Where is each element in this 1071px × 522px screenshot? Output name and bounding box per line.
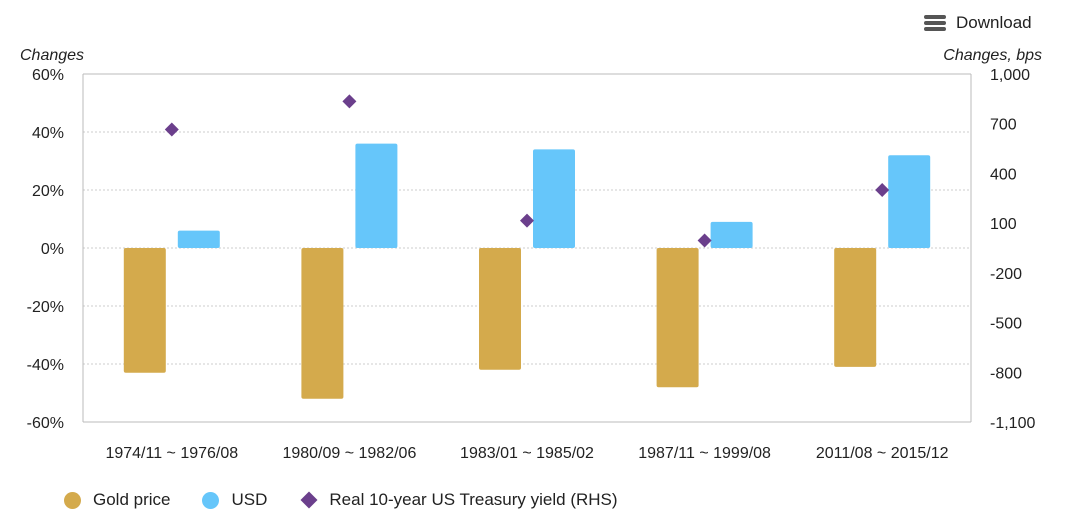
bar-gold-price: [301, 248, 344, 399]
legend-item-usd[interactable]: USD: [202, 490, 267, 510]
right-tick-label: -1,100: [990, 415, 1035, 432]
bar-usd: [888, 155, 931, 248]
legend-circle-icon: [64, 491, 81, 509]
right-tick-label: 100: [990, 216, 1017, 233]
hamburger-menu-icon: [924, 15, 946, 31]
points: [164, 94, 890, 248]
bars: [123, 143, 931, 399]
left-tick-label: 60%: [32, 67, 64, 84]
legend: Gold price USD Real 10-year US Treasury yi…: [64, 488, 650, 512]
bar-gold-price: [123, 248, 166, 373]
chart: Changes Changes, bps 60% 40% 20% 0% -20% -40%…: [20, 47, 1042, 462]
left-axis: 60% 40% 20% 0% -20% -40% -60%: [27, 67, 64, 432]
download-label: Download: [956, 13, 1032, 32]
bar-gold-price: [834, 248, 877, 367]
category-axis: 1974/11 ~ 1976/08 1980/09 ~ 1982/06 1983/0…: [105, 445, 948, 462]
point-treasury-yield: [342, 94, 357, 109]
point-treasury-yield: [875, 183, 890, 197]
category-label: 1980/09 ~ 1982/06: [282, 445, 416, 462]
right-axis: 1,000 700 400 100 -200 -500 -800 -1,100: [990, 67, 1035, 432]
left-tick-label: 40%: [32, 125, 64, 142]
right-tick-label: -500: [990, 316, 1022, 333]
bar-usd: [355, 143, 398, 248]
bar-usd: [177, 230, 220, 248]
grid: [82, 73, 972, 423]
point-treasury-yield: [520, 213, 534, 228]
legend-circle-icon: [202, 491, 220, 509]
right-axis-title: Changes, bps: [943, 47, 1042, 64]
left-tick-label: -60%: [27, 415, 64, 432]
legend-diamond-icon: [300, 491, 318, 509]
left-tick-label: 0%: [41, 241, 64, 258]
legend-label: Gold price: [93, 490, 171, 509]
left-axis-title: Changes: [20, 47, 84, 64]
category-label: 1987/11 ~ 1999/08: [638, 445, 771, 462]
point-treasury-yield: [164, 122, 179, 137]
legend-label: USD: [231, 490, 268, 509]
category-label: 2011/08 ~ 2015/12: [816, 445, 949, 462]
right-tick-label: -200: [990, 266, 1022, 283]
right-tick-label: 1,000: [990, 67, 1030, 84]
legend-item-gold-price[interactable]: Gold price: [64, 490, 170, 510]
point-treasury-yield: [697, 233, 712, 248]
right-tick-label: 700: [990, 117, 1017, 134]
left-tick-label: 20%: [32, 183, 64, 200]
bar-usd: [533, 149, 575, 248]
category-label: 1983/01 ~ 1985/02: [460, 445, 594, 462]
legend-label: Real 10-year US Treasury yield (RHS): [329, 490, 618, 509]
download-button[interactable]: Download: [924, 11, 1032, 35]
right-tick-label: -800: [990, 365, 1022, 382]
category-label: 1974/11 ~ 1976/08: [105, 445, 238, 462]
bar-gold-price: [479, 248, 521, 370]
left-tick-label: -40%: [27, 357, 64, 374]
bar-gold-price: [656, 248, 699, 388]
left-tick-label: -20%: [27, 299, 64, 316]
bar-usd: [710, 221, 753, 248]
legend-item-real-10-year-us-treasury-yield-rhs[interactable]: Real 10-year US Treasury yield (RHS): [299, 490, 618, 510]
right-tick-label: 400: [990, 166, 1017, 183]
